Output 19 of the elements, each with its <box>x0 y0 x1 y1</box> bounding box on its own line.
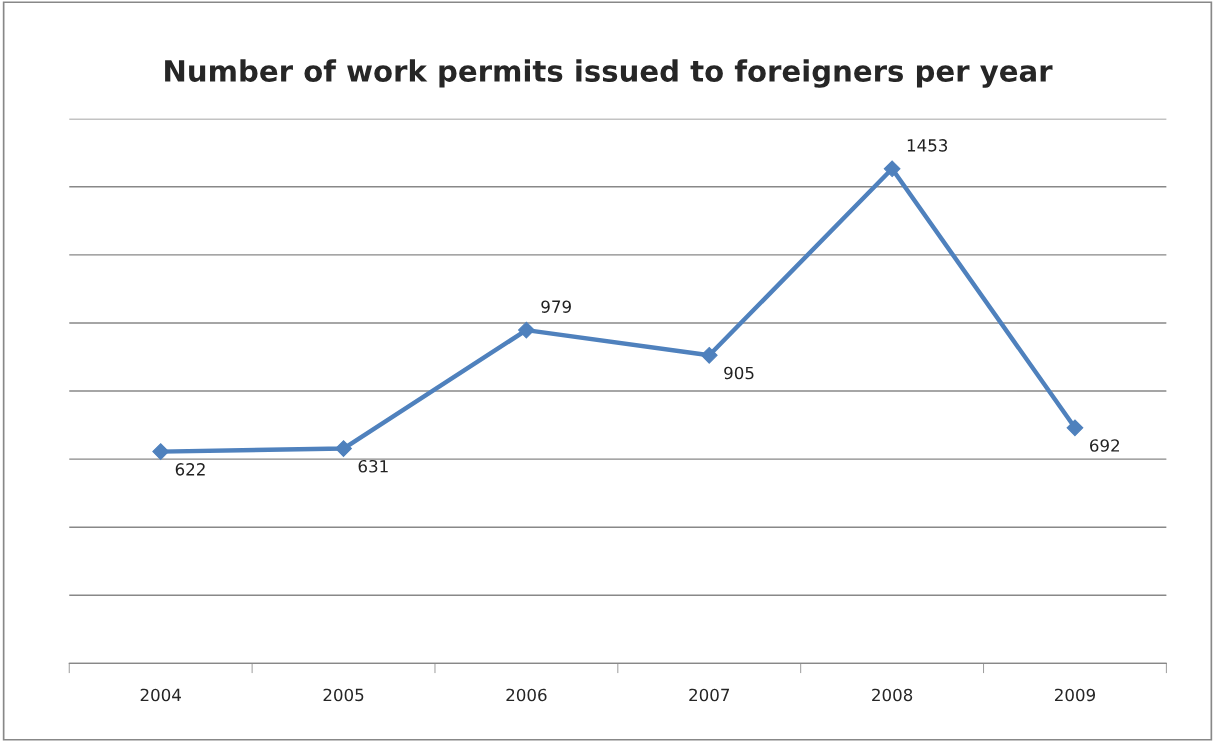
point <box>518 321 535 339</box>
x-tick-label: 2009 <box>1054 688 1096 702</box>
data-label: 622 <box>175 463 205 476</box>
point <box>1066 419 1084 437</box>
chart-title: Number of work permits issued to foreigners per year <box>165 59 1053 88</box>
point <box>883 160 901 178</box>
x-tick-label: 2005 <box>323 688 364 702</box>
x-tick-label: 2004 <box>140 688 181 702</box>
data-label: 692 <box>1090 439 1119 452</box>
x-tick-label: 2007 <box>689 688 730 702</box>
data-label: 979 <box>541 300 571 313</box>
data-label: 905 <box>724 366 754 380</box>
point <box>152 443 170 460</box>
point <box>335 440 352 457</box>
data-label: 631 <box>358 459 388 473</box>
point <box>700 346 718 364</box>
data-label: 1453 <box>907 139 948 152</box>
x-tick-label: 2008 <box>872 688 913 702</box>
x-tick-label: 2006 <box>506 688 547 702</box>
